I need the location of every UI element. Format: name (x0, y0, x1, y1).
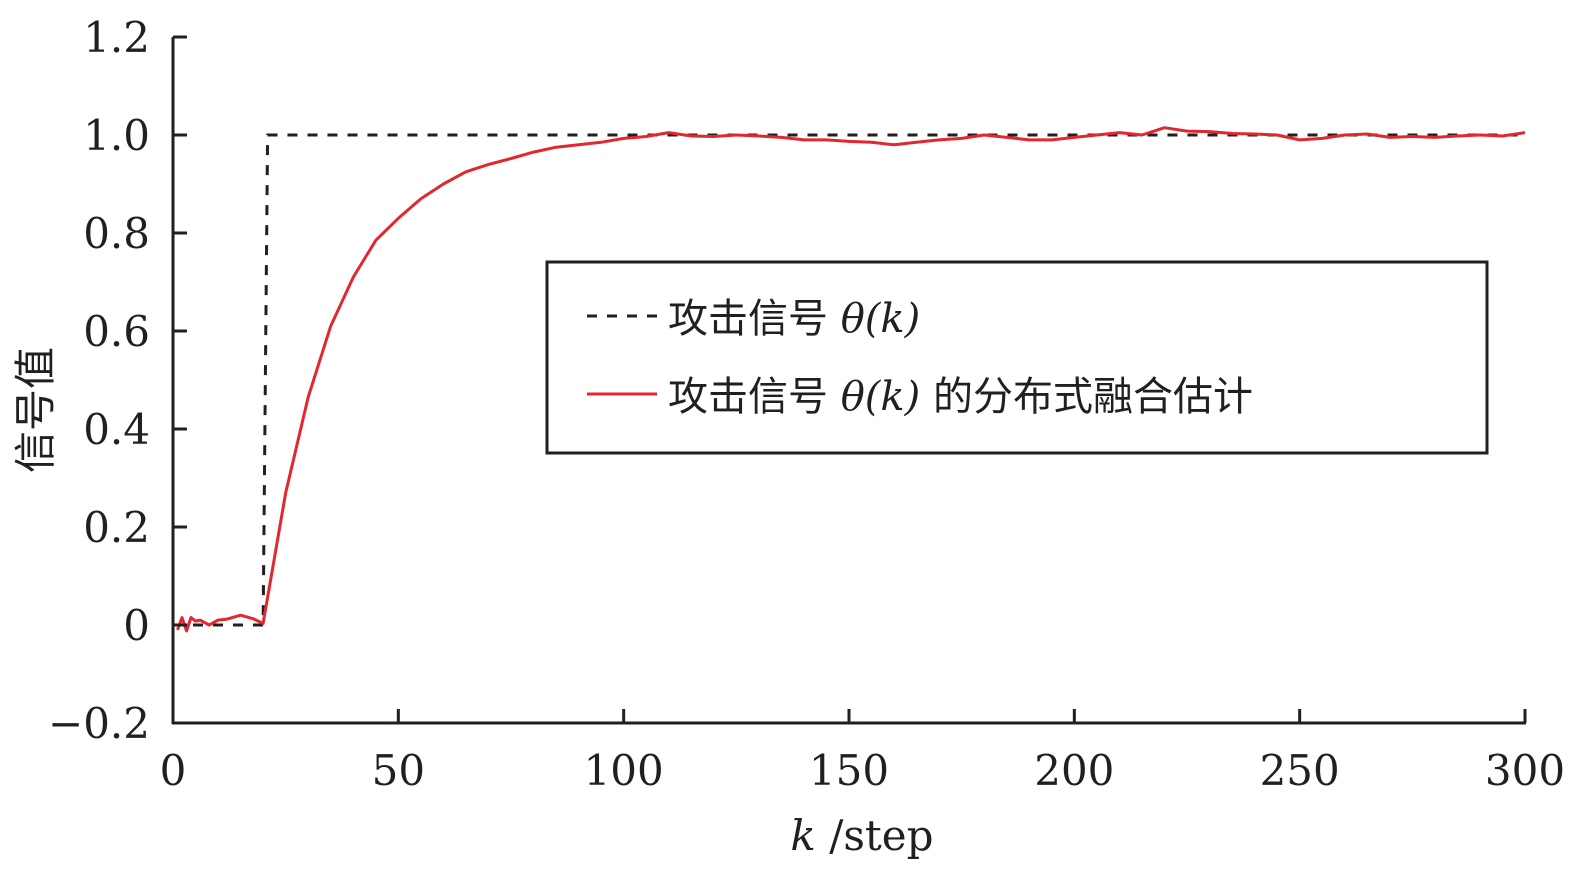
y-axis-label: 信号值 (11, 347, 60, 473)
y-tick-label: 0.2 (83, 503, 150, 552)
x-tick-label: 250 (1260, 746, 1340, 795)
legend-label-estimate: 攻击信号 θ(k) 的分布式融合估计 (668, 374, 1253, 420)
y-tick-label: 0.6 (83, 307, 150, 356)
y-tick-label: −0.2 (48, 699, 150, 748)
x-tick-label: 300 (1485, 746, 1565, 795)
y-tick-label: 0 (123, 601, 150, 650)
legend-label-attack: 攻击信号 θ(k) (668, 296, 920, 342)
x-axis-label: k /step (790, 811, 933, 860)
x-tick-label: 150 (809, 746, 889, 795)
x-tick-label: 50 (372, 746, 425, 795)
x-tick-label: 0 (160, 746, 187, 795)
y-tick-label: 1.2 (83, 13, 150, 62)
legend-box (545, 260, 1489, 455)
series-attack-signal (173, 133, 1525, 627)
x-tick-label: 100 (584, 746, 664, 795)
series-fusion-estimate (176, 126, 1526, 633)
y-tick-label: 0.8 (83, 209, 150, 258)
legend: 攻击信号 θ(k) 攻击信号 θ(k) 的分布式融合估计 (545, 260, 1489, 455)
y-tick-label: 1.0 (83, 111, 150, 160)
x-tick-label: 200 (1034, 746, 1114, 795)
y-tick-label: 0.4 (83, 405, 150, 454)
